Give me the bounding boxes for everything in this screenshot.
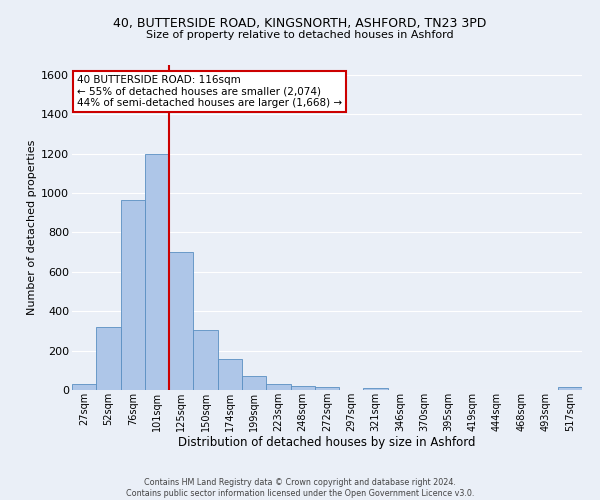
Text: Contains HM Land Registry data © Crown copyright and database right 2024.
Contai: Contains HM Land Registry data © Crown c… [126, 478, 474, 498]
Bar [193, 330, 218, 390]
Bar [290, 386, 315, 390]
Text: Size of property relative to detached houses in Ashford: Size of property relative to detached ho… [146, 30, 454, 40]
Text: 40 BUTTERSIDE ROAD: 116sqm
← 55% of detached houses are smaller (2,074)
44% of s: 40 BUTTERSIDE ROAD: 116sqm ← 55% of deta… [77, 74, 342, 108]
Bar [145, 154, 169, 390]
X-axis label: Distribution of detached houses by size in Ashford: Distribution of detached houses by size … [178, 436, 476, 450]
Bar [315, 387, 339, 390]
Y-axis label: Number of detached properties: Number of detached properties [27, 140, 37, 315]
Bar [72, 384, 96, 390]
Bar [96, 327, 121, 390]
Bar [558, 387, 582, 390]
Bar [218, 360, 242, 390]
Bar [364, 388, 388, 390]
Bar [266, 384, 290, 390]
Text: 40, BUTTERSIDE ROAD, KINGSNORTH, ASHFORD, TN23 3PD: 40, BUTTERSIDE ROAD, KINGSNORTH, ASHFORD… [113, 18, 487, 30]
Bar [242, 376, 266, 390]
Bar [121, 200, 145, 390]
Bar [169, 252, 193, 390]
